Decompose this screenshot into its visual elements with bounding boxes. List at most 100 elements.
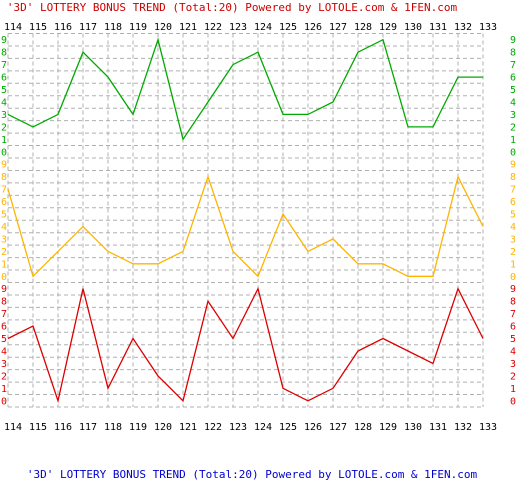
x-tick-label-top: 116 bbox=[54, 22, 72, 33]
y-tick-label-left: 7 bbox=[1, 185, 7, 196]
y-tick-label-right: 4 bbox=[510, 97, 516, 108]
x-tick-label-bottom: 114 bbox=[4, 422, 22, 433]
x-tick-label-bottom: 117 bbox=[79, 422, 97, 433]
x-tick-label-top: 127 bbox=[329, 22, 347, 33]
series-line-top bbox=[7, 37, 483, 141]
x-tick-label-top: 128 bbox=[354, 22, 372, 33]
y-tick-label-right: 8 bbox=[510, 48, 516, 59]
y-tick-label-left: 4 bbox=[1, 346, 7, 357]
y-tick-label-right: 9 bbox=[510, 35, 516, 46]
x-tick-label-bottom: 120 bbox=[154, 422, 172, 433]
y-tick-label-right: 2 bbox=[510, 371, 516, 382]
x-axis-labels-top: 114 115 116 117 118 119 120 121 122 123 124 125 126 1… bbox=[4, 22, 497, 33]
series-line-middle bbox=[7, 174, 484, 278]
x-tick-label-top: 119 bbox=[129, 22, 147, 33]
y-tick-label-right: 6 bbox=[510, 197, 516, 208]
x-tick-label-top: 122 bbox=[204, 22, 222, 33]
y-tick-label-left: 1 bbox=[1, 259, 7, 270]
x-tick-label-bottom: 132 bbox=[454, 422, 472, 433]
y-tick-label-right: 4 bbox=[510, 222, 516, 233]
y-tick-label-left: 5 bbox=[1, 210, 7, 221]
y-tick-label-right: 1 bbox=[510, 384, 516, 395]
y-tick-label-left: 8 bbox=[1, 172, 7, 183]
y-tick-label-right: 8 bbox=[510, 172, 516, 183]
y-tick-label-left: 1 bbox=[1, 135, 7, 146]
y-tick-label-right: 3 bbox=[510, 234, 516, 245]
y-tick-label-left: 2 bbox=[1, 247, 7, 258]
y-tick-label-left: 2 bbox=[1, 371, 7, 382]
y-tick-label-left: 4 bbox=[1, 97, 7, 108]
x-tick-label-bottom: 118 bbox=[104, 422, 122, 433]
x-tick-label-top: 118 bbox=[104, 22, 122, 33]
y-tick-label-left: 3 bbox=[1, 359, 7, 370]
x-tick-label-bottom: 115 bbox=[29, 422, 47, 433]
y-tick-label-right: 6 bbox=[510, 322, 516, 333]
y-tick-label-left: 1 bbox=[1, 384, 7, 395]
y-tick-label-right: 4 bbox=[510, 346, 516, 357]
y-tick-label-right: 9 bbox=[510, 160, 516, 171]
y-tick-label-right: 8 bbox=[510, 297, 516, 308]
y-tick-label-left: 6 bbox=[1, 73, 7, 84]
y-tick-label-left: 7 bbox=[1, 60, 7, 71]
y-tick-label-right: 5 bbox=[510, 210, 516, 221]
x-tick-label-bottom: 123 bbox=[229, 422, 247, 433]
y-tick-label-left: 0 bbox=[1, 272, 7, 283]
x-tick-label-top: 114 bbox=[4, 22, 22, 33]
x-tick-label-top: 133 bbox=[479, 22, 497, 33]
x-tick-label-top: 115 bbox=[29, 22, 47, 33]
y-tick-label-left: 6 bbox=[1, 197, 7, 208]
y-tick-label-right: 0 bbox=[510, 396, 516, 407]
y-tick-label-left: 9 bbox=[1, 284, 7, 295]
x-tick-label-top: 121 bbox=[179, 22, 197, 33]
y-tick-label-right: 0 bbox=[510, 147, 516, 158]
x-tick-label-top: 120 bbox=[154, 22, 172, 33]
x-tick-label-bottom: 126 bbox=[304, 422, 322, 433]
x-tick-label-bottom: 128 bbox=[354, 422, 372, 433]
grid-lines bbox=[7, 33, 484, 408]
x-axis-labels-bottom: 114 115 116 117 118 119 120 121 122 123 124 125 126 1… bbox=[4, 422, 497, 433]
x-tick-label-top: 124 bbox=[254, 22, 272, 33]
x-tick-label-bottom: 131 bbox=[429, 422, 447, 433]
y-tick-label-left: 5 bbox=[1, 85, 7, 96]
x-tick-label-bottom: 124 bbox=[254, 422, 272, 433]
y-tick-label-right: 3 bbox=[510, 359, 516, 370]
y-tick-label-left: 7 bbox=[1, 309, 7, 320]
x-tick-label-bottom: 122 bbox=[204, 422, 222, 433]
y-tick-label-left: 6 bbox=[1, 322, 7, 333]
y-tick-label-right: 5 bbox=[510, 334, 516, 345]
y-tick-label-right: 9 bbox=[510, 284, 516, 295]
y-tick-label-left: 3 bbox=[1, 234, 7, 245]
y-tick-label-right: 5 bbox=[510, 85, 516, 96]
x-tick-label-bottom: 121 bbox=[179, 422, 197, 433]
y-tick-label-left: 9 bbox=[1, 35, 7, 46]
y-tick-label-left: 5 bbox=[1, 334, 7, 345]
x-tick-label-bottom: 130 bbox=[404, 422, 422, 433]
x-tick-label-top: 125 bbox=[279, 22, 297, 33]
x-tick-label-bottom: 116 bbox=[54, 422, 72, 433]
y-tick-label-left: 8 bbox=[1, 48, 7, 59]
y-tick-label-right: 7 bbox=[510, 309, 516, 320]
x-tick-label-bottom: 125 bbox=[279, 422, 297, 433]
x-tick-label-top: 117 bbox=[79, 22, 97, 33]
y-tick-label-right: 7 bbox=[510, 185, 516, 196]
y-tick-label-right: 2 bbox=[510, 122, 516, 133]
x-tick-label-bottom: 129 bbox=[379, 422, 397, 433]
y-tick-label-left: 0 bbox=[1, 147, 7, 158]
y-tick-label-right: 1 bbox=[510, 259, 516, 270]
y-tick-label-right: 1 bbox=[510, 135, 516, 146]
series-lines bbox=[7, 37, 484, 404]
y-tick-label-left: 9 bbox=[1, 160, 7, 171]
x-tick-label-bottom: 133 bbox=[479, 422, 497, 433]
series-line-bottom bbox=[7, 286, 484, 404]
y-tick-label-right: 7 bbox=[510, 60, 516, 71]
y-tick-label-left: 0 bbox=[1, 396, 7, 407]
x-tick-label-top: 131 bbox=[429, 22, 447, 33]
y-axis-labels: 0 01 12 23 34 45 56 67 78 89 90 01 12 23 34 45 56 67 78 89 9… bbox=[1, 35, 516, 407]
y-tick-label-right: 3 bbox=[510, 110, 516, 121]
chart-footer-credit: '3D' LOTTERY BONUS TREND (Total:20) Powe… bbox=[27, 468, 478, 481]
y-tick-label-right: 6 bbox=[510, 73, 516, 84]
y-tick-label-left: 8 bbox=[1, 297, 7, 308]
x-tick-label-top: 130 bbox=[404, 22, 422, 33]
x-tick-label-bottom: 127 bbox=[329, 422, 347, 433]
